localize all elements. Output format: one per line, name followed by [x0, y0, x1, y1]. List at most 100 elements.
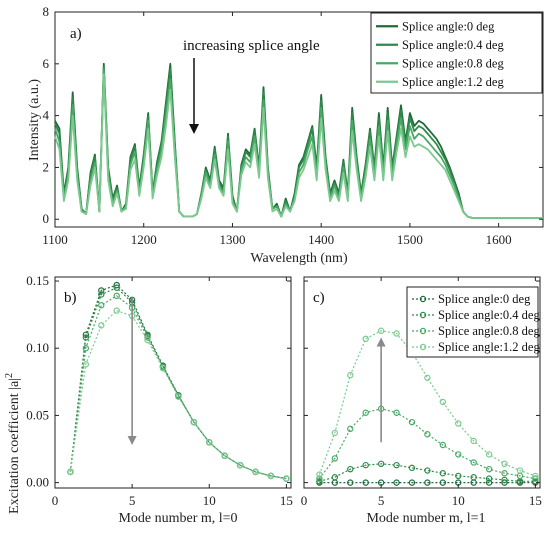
legend-label: Splice angle:0.4 deg [438, 308, 540, 322]
series-point [501, 470, 508, 477]
series-point [501, 476, 508, 484]
series-point [393, 330, 400, 337]
y-tick-label: 2 [43, 159, 50, 174]
series-point [113, 307, 120, 314]
series-point [331, 455, 339, 462]
series-point [316, 471, 323, 478]
series-line [318, 408, 536, 480]
y-tick-label: 8 [43, 4, 50, 19]
series-point [439, 479, 447, 486]
legend-label: Splice angle:0.8 deg [438, 324, 540, 338]
series-point [159, 365, 167, 372]
y-tick-label: 4 [43, 108, 50, 123]
series-point [377, 460, 385, 468]
series-point [470, 474, 477, 481]
series-point [439, 441, 447, 449]
series-point [98, 287, 105, 294]
y-tick-label: 6 [43, 56, 50, 71]
series-point [424, 467, 431, 474]
x-tick-label: 5 [378, 493, 385, 508]
series-line [69, 287, 287, 480]
series-point [532, 475, 539, 482]
series-point [532, 472, 539, 480]
panel-a: 1100 1200 1300 1400 1500 1600 0 2 4 6 8 a) increa… [27, 4, 544, 266]
panel-a-frame [54, 11, 544, 228]
panel-c-xlabel: Mode number m, l=1 [366, 511, 485, 526]
series-point [67, 468, 74, 476]
series-point [82, 345, 90, 352]
panel-c-series [316, 327, 539, 486]
series-point [144, 336, 151, 344]
series-point [236, 461, 244, 469]
series-point [113, 292, 120, 300]
series-point [408, 464, 416, 472]
legend-label: Splice angle:0 deg [402, 19, 495, 33]
x-tick-label: 1300 [219, 232, 245, 247]
panel-b-ylabel: Excitation coefficient |a| [7, 378, 22, 514]
series-point [455, 472, 462, 480]
series-point [516, 467, 524, 474]
down-arrow-icon [127, 297, 137, 445]
series-point [113, 284, 120, 291]
series-point [331, 474, 339, 481]
series-point [175, 393, 182, 400]
legend-label: Splice angle:1.2 deg [438, 340, 540, 354]
series-point [82, 361, 90, 368]
series-point [347, 479, 354, 486]
series-point [455, 451, 462, 458]
series-point [439, 470, 447, 477]
y-tick-label: 0.00 [26, 475, 49, 490]
series-point [439, 398, 447, 406]
x-tick-label: 1600 [486, 232, 512, 247]
series-line [319, 463, 536, 482]
series-point [283, 475, 290, 482]
series-point [347, 425, 354, 433]
legend-label: Splice angle:0 deg [438, 292, 531, 306]
y-tick-label: 0.15 [26, 273, 49, 288]
series-point [485, 465, 493, 473]
legend-box [370, 12, 543, 94]
series-point [362, 479, 369, 486]
series-point [98, 291, 105, 298]
series-line [69, 310, 287, 480]
series-point [424, 431, 431, 438]
annotation-text: increasing splice angle [183, 38, 320, 54]
y-tick-label: 0.10 [26, 340, 49, 355]
series-point [424, 479, 431, 486]
panel-b-frame [54, 276, 292, 489]
x-tick-label: 5 [129, 493, 136, 508]
series-point [470, 459, 477, 466]
series-point [455, 420, 462, 427]
series-point [393, 461, 400, 469]
panel-b-series [67, 281, 290, 482]
series-point [221, 452, 228, 459]
legend-label: Splice angle:0.4 deg [402, 38, 504, 52]
series-line [318, 330, 536, 477]
series-point [252, 468, 259, 476]
legend-label: Splice angle:1.2 deg [402, 75, 504, 89]
panel-a-legend: Splice angle:0 deg Splice angle:0.4 deg Sp… [370, 12, 543, 94]
series-point [485, 475, 493, 482]
x-tick-label: 1200 [131, 232, 157, 247]
up-arrow-icon [376, 337, 386, 443]
legend-label: Splice angle:0.8 deg [402, 56, 504, 70]
legend-marker [419, 343, 427, 351]
panel-a-series [54, 62, 543, 219]
x-tick-label: 10 [203, 493, 216, 508]
series-point [316, 475, 323, 482]
series-point [267, 472, 275, 480]
x-tick-label: 15 [280, 493, 293, 508]
panel-b-ylabel-sup: 2 [4, 373, 15, 378]
series-point [424, 374, 431, 381]
x-tick-label: 1100 [42, 232, 68, 247]
x-tick-label: 1400 [308, 232, 334, 247]
series-point [485, 479, 493, 486]
series-point [393, 409, 400, 416]
series-point [393, 479, 400, 486]
series-point [82, 334, 90, 341]
series-point [377, 327, 385, 334]
x-tick-label: 0 [301, 493, 308, 508]
panel-c-legend: Splice angle:0 deg Splice angle:0.4 deg Sp… [406, 286, 540, 358]
series-point [362, 409, 369, 416]
